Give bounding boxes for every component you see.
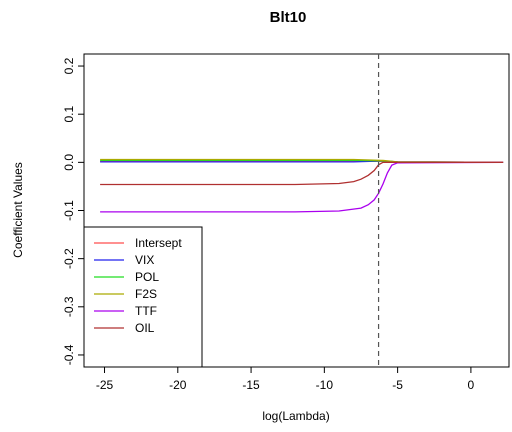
series-line-ttf — [100, 161, 504, 213]
series-line-oil — [100, 161, 504, 186]
y-axis-label: Coefficient Values — [11, 162, 25, 258]
x-tick-label: -5 — [392, 378, 403, 392]
x-axis: -25 -20 -15 -10 -5 0 — [96, 367, 475, 392]
y-tick-label: 0.1 — [62, 106, 76, 123]
x-axis-label: log(Lambda) — [262, 409, 329, 423]
x-tick-label: -20 — [169, 378, 187, 392]
legend-label: VIX — [135, 253, 154, 267]
legend-label: F2S — [135, 287, 157, 301]
legend-label: OIL — [135, 321, 155, 335]
y-tick-label: -0.4 — [62, 344, 76, 365]
legend-label: Intersept — [135, 236, 182, 250]
x-tick-label: -10 — [316, 378, 334, 392]
x-tick-label: 0 — [468, 378, 475, 392]
legend: Intersept VIX POL F2S TTF OIL — [83, 226, 203, 368]
y-tick-label: 0.0 — [62, 154, 76, 171]
chart-title: Blt10 — [270, 9, 307, 26]
y-tick-label: -0.2 — [62, 248, 76, 269]
x-tick-label: -25 — [96, 378, 114, 392]
y-tick-label: 0.2 — [62, 57, 76, 74]
x-tick-label: -15 — [242, 378, 260, 392]
legend-box — [83, 226, 203, 368]
y-axis: -0.4 -0.3 -0.2 -0.1 0.0 0.1 0.2 — [62, 57, 84, 365]
series-layer — [100, 158, 504, 213]
y-tick-label: -0.1 — [62, 200, 76, 221]
y-tick-label: -0.3 — [62, 296, 76, 317]
legend-label: TTF — [135, 304, 157, 318]
legend-label: POL — [135, 270, 159, 284]
